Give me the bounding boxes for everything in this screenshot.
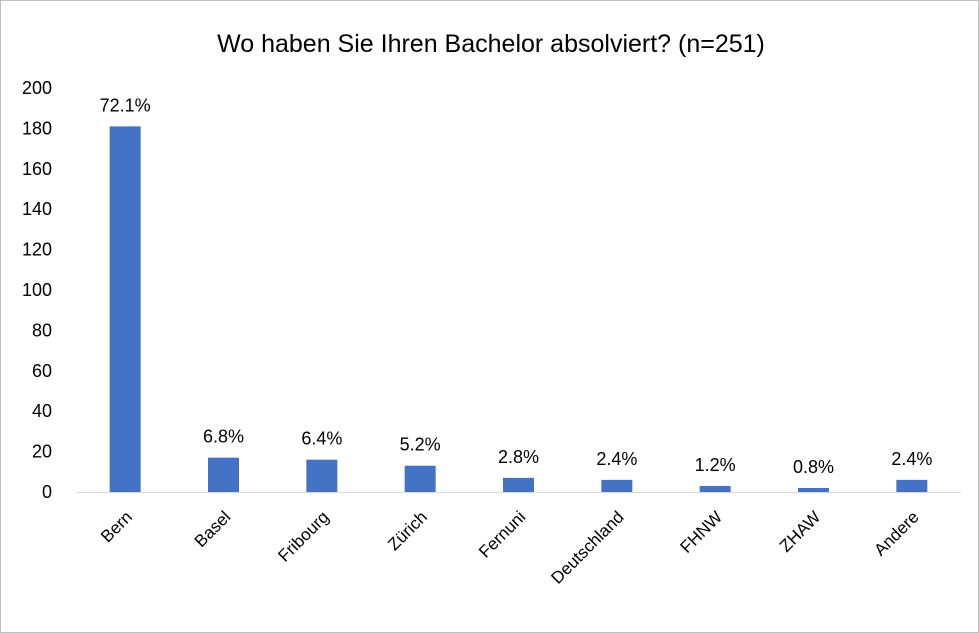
y-tick-label: 80 (32, 320, 52, 340)
x-axis: Bern Basel Fribourg Zürich Fernuni Deutschlan… (76, 492, 961, 588)
x-tick-label: Zürich (384, 507, 431, 554)
y-tick-label: 120 (22, 240, 52, 260)
data-labels: 72.1% 6.8% 6.4% 5.2% 2.8% 2.4% 1.2% 0.8% 2.4% (100, 95, 933, 477)
x-tick-label: Fribourg (274, 507, 332, 565)
x-tick-label: Deutschland (547, 507, 627, 587)
x-tick-label: Fernuni (475, 507, 529, 561)
y-tick-label: 0 (42, 482, 52, 502)
y-axis: 0 20 40 60 80 100 120 140 160 180 200 (22, 78, 52, 502)
data-label: 2.8% (498, 447, 539, 467)
bar (798, 487, 829, 492)
y-tick-label: 20 (32, 442, 52, 462)
bar (601, 479, 633, 492)
bar (208, 457, 239, 492)
x-tick-label: Andere (870, 507, 922, 559)
data-label: 1.2% (695, 455, 736, 475)
bar (699, 485, 731, 492)
y-tick-label: 160 (22, 159, 52, 179)
data-label: 2.4% (596, 449, 637, 469)
y-tick-label: 100 (22, 280, 52, 300)
bar (306, 459, 338, 492)
y-tick-label: 60 (32, 361, 52, 381)
x-tick-label: ZHAW (776, 507, 824, 555)
x-tick-label: FHNW (677, 507, 726, 556)
y-tick-label: 40 (32, 401, 52, 421)
y-tick-label: 200 (22, 78, 52, 98)
bar (896, 479, 928, 492)
data-label: 2.4% (891, 449, 932, 469)
y-tick-label: 140 (22, 199, 52, 219)
data-label: 5.2% (400, 435, 441, 455)
bar (404, 465, 436, 492)
y-tick-label: 180 (22, 118, 52, 138)
bar (503, 477, 534, 492)
bar (109, 126, 141, 492)
data-label: 0.8% (793, 457, 834, 477)
chart-title: Wo haben Sie Ihren Bachelor absolviert? … (217, 30, 765, 58)
bars (109, 126, 928, 492)
x-tick-label: Basel (191, 507, 235, 551)
x-tick-label: Bern (97, 507, 136, 546)
data-label: 72.1% (100, 95, 151, 115)
data-label: 6.8% (203, 427, 244, 447)
data-label: 6.4% (301, 429, 342, 449)
